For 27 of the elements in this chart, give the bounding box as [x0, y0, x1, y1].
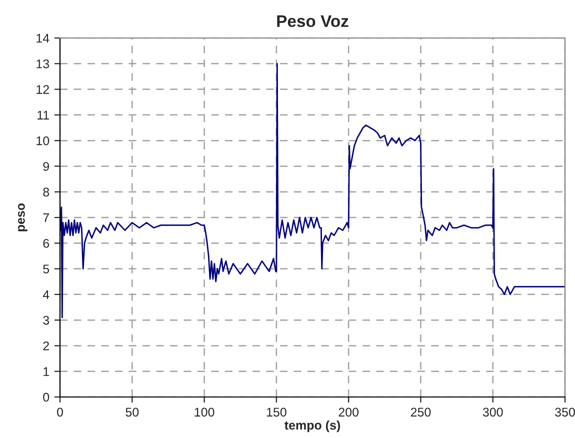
- x-axis-title: tempo (s): [284, 420, 340, 432]
- y-tick-label: 0: [43, 392, 50, 402]
- chart-title: Peso Voz: [277, 15, 348, 28]
- x-tick-label: 250: [410, 408, 431, 417]
- x-tick-label: 350: [555, 408, 575, 417]
- y-tick-label: 2: [43, 342, 49, 350]
- x-tick-label: 100: [194, 408, 214, 417]
- x-tick-label: 300: [482, 408, 503, 417]
- y-tick-label: 7: [43, 213, 49, 222]
- x-tick-label: 200: [338, 408, 359, 417]
- y-tick-label: 12: [36, 85, 49, 94]
- x-tick-label: 50: [126, 408, 139, 417]
- y-tick-label: 14: [36, 34, 50, 43]
- y-tick-label: 1: [44, 367, 49, 376]
- x-tick-label: 150: [266, 408, 286, 417]
- y-tick-label: 6: [43, 238, 50, 248]
- y-tick-label: 4: [42, 290, 50, 299]
- y-tick-label: 10: [36, 136, 50, 146]
- x-tick-label: 0: [57, 408, 63, 417]
- y-tick-label: 5: [43, 264, 50, 274]
- y-axis-title: peso: [18, 203, 28, 232]
- line-series: [60, 62, 565, 318]
- y-tick-label: 9: [43, 162, 49, 171]
- y-tick-label: 11: [38, 110, 49, 120]
- y-tick-label: 13: [36, 59, 50, 68]
- y-tick-label: 8: [43, 188, 50, 197]
- y-tick-label: 3: [43, 316, 50, 325]
